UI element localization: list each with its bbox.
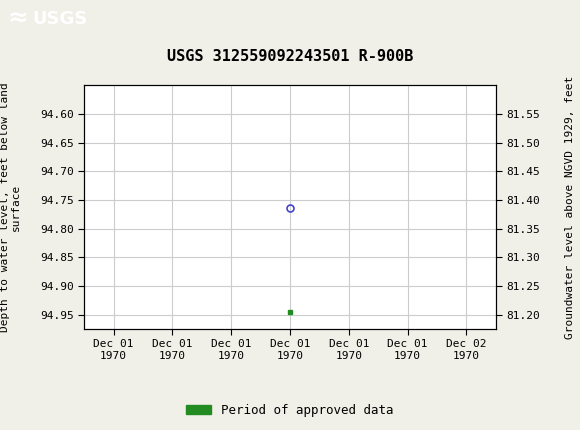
Text: USGS 312559092243501 R-900B: USGS 312559092243501 R-900B bbox=[167, 49, 413, 64]
Text: Depth to water level, feet below land
surface: Depth to water level, feet below land su… bbox=[0, 82, 21, 332]
Legend: Period of approved data: Period of approved data bbox=[181, 399, 399, 421]
Text: USGS: USGS bbox=[32, 10, 87, 28]
Text: ≈: ≈ bbox=[7, 7, 28, 31]
Text: Groundwater level above NGVD 1929, feet: Groundwater level above NGVD 1929, feet bbox=[564, 75, 575, 339]
